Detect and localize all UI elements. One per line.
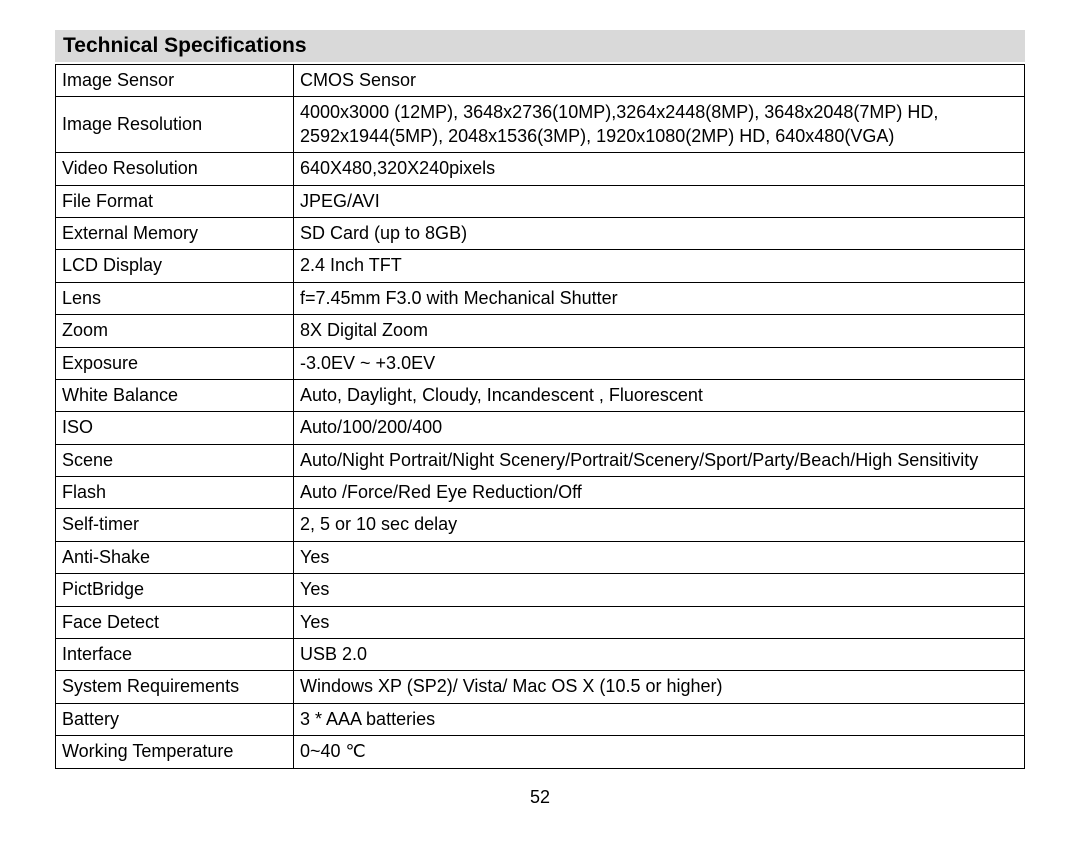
spec-table: Image SensorCMOS SensorImage Resolution4…	[55, 64, 1025, 769]
table-row: ISOAuto/100/200/400	[56, 412, 1025, 444]
spec-value: 3 * AAA batteries	[294, 703, 1025, 735]
table-row: Image Resolution4000x3000 (12MP), 3648x2…	[56, 97, 1025, 153]
spec-value: SD Card (up to 8GB)	[294, 217, 1025, 249]
table-row: LCD Display2.4 Inch TFT	[56, 250, 1025, 282]
spec-value: Yes	[294, 606, 1025, 638]
table-row: Exposure-3.0EV ~ +3.0EV	[56, 347, 1025, 379]
spec-label: Interface	[56, 639, 294, 671]
spec-label: Working Temperature	[56, 736, 294, 768]
spec-label: Zoom	[56, 315, 294, 347]
spec-value: 0~40 ℃	[294, 736, 1025, 768]
spec-value: JPEG/AVI	[294, 185, 1025, 217]
spec-label: Lens	[56, 282, 294, 314]
table-row: White BalanceAuto, Daylight, Cloudy, Inc…	[56, 379, 1025, 411]
spec-label: Anti-Shake	[56, 541, 294, 573]
table-row: FlashAuto /Force/Red Eye Reduction/Off	[56, 477, 1025, 509]
spec-label: Exposure	[56, 347, 294, 379]
table-row: Anti-ShakeYes	[56, 541, 1025, 573]
spec-value: 640X480,320X240pixels	[294, 153, 1025, 185]
page-number: 52	[55, 787, 1025, 808]
table-row: Lensf=7.45mm F3.0 with Mechanical Shutte…	[56, 282, 1025, 314]
spec-value: 2.4 Inch TFT	[294, 250, 1025, 282]
spec-value: Auto/Night Portrait/Night Scenery/Portra…	[294, 444, 1025, 476]
spec-value: Auto /Force/Red Eye Reduction/Off	[294, 477, 1025, 509]
spec-value: Windows XP (SP2)/ Vista/ Mac OS X (10.5 …	[294, 671, 1025, 703]
table-row: SceneAuto/Night Portrait/Night Scenery/P…	[56, 444, 1025, 476]
spec-label: Scene	[56, 444, 294, 476]
spec-table-body: Image SensorCMOS SensorImage Resolution4…	[56, 65, 1025, 769]
spec-value: Yes	[294, 574, 1025, 606]
table-row: Working Temperature0~40 ℃	[56, 736, 1025, 768]
spec-label: Self-timer	[56, 509, 294, 541]
spec-value: f=7.45mm F3.0 with Mechanical Shutter	[294, 282, 1025, 314]
table-row: Battery3 * AAA batteries	[56, 703, 1025, 735]
table-row: Image SensorCMOS Sensor	[56, 65, 1025, 97]
spec-value: 8X Digital Zoom	[294, 315, 1025, 347]
spec-value: 2, 5 or 10 sec delay	[294, 509, 1025, 541]
spec-label: Battery	[56, 703, 294, 735]
spec-label: LCD Display	[56, 250, 294, 282]
spec-value: USB 2.0	[294, 639, 1025, 671]
spec-label: White Balance	[56, 379, 294, 411]
table-row: File FormatJPEG/AVI	[56, 185, 1025, 217]
spec-label: Image Sensor	[56, 65, 294, 97]
spec-label: PictBridge	[56, 574, 294, 606]
spec-value: CMOS Sensor	[294, 65, 1025, 97]
spec-label: ISO	[56, 412, 294, 444]
table-row: System RequirementsWindows XP (SP2)/ Vis…	[56, 671, 1025, 703]
table-row: Face DetectYes	[56, 606, 1025, 638]
table-row: External MemorySD Card (up to 8GB)	[56, 217, 1025, 249]
spec-value: -3.0EV ~ +3.0EV	[294, 347, 1025, 379]
table-row: InterfaceUSB 2.0	[56, 639, 1025, 671]
spec-label: Video Resolution	[56, 153, 294, 185]
spec-label: Flash	[56, 477, 294, 509]
spec-value: Yes	[294, 541, 1025, 573]
spec-label: Image Resolution	[56, 97, 294, 153]
spec-value: 4000x3000 (12MP), 3648x2736(10MP),3264x2…	[294, 97, 1025, 153]
spec-label: Face Detect	[56, 606, 294, 638]
section-title: Technical Specifications	[55, 30, 1025, 62]
table-row: Zoom8X Digital Zoom	[56, 315, 1025, 347]
table-row: PictBridgeYes	[56, 574, 1025, 606]
spec-label: System Requirements	[56, 671, 294, 703]
spec-value: Auto/100/200/400	[294, 412, 1025, 444]
table-row: Self-timer2, 5 or 10 sec delay	[56, 509, 1025, 541]
spec-label: File Format	[56, 185, 294, 217]
spec-label: External Memory	[56, 217, 294, 249]
table-row: Video Resolution640X480,320X240pixels	[56, 153, 1025, 185]
document-page: Technical Specifications Image SensorCMO…	[0, 0, 1080, 808]
spec-value: Auto, Daylight, Cloudy, Incandescent , F…	[294, 379, 1025, 411]
